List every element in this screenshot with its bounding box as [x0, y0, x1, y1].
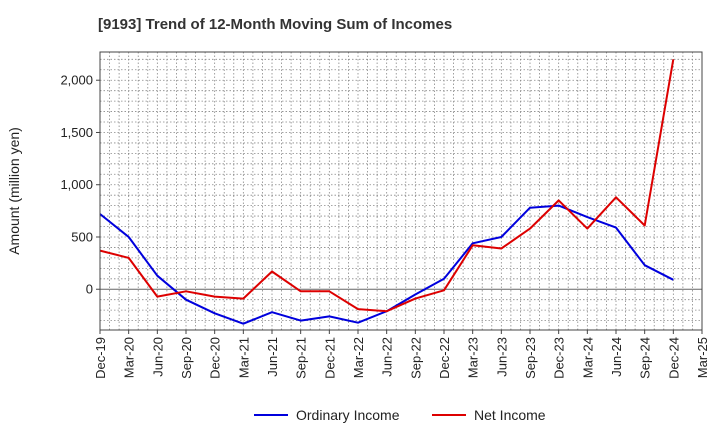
x-tick-label: Mar-20 — [122, 337, 137, 378]
x-tick-label: Dec-20 — [208, 337, 223, 379]
gridlines — [99, 52, 703, 330]
series-line-net-income — [99, 59, 675, 313]
x-tick-label: Mar-24 — [580, 337, 595, 378]
x-tick-label: Sep-20 — [179, 337, 194, 379]
y-axis-title: Amount (million yen) — [6, 127, 22, 255]
y-tick-label: 500 — [71, 229, 93, 244]
x-tick-label: Dec-21 — [322, 337, 337, 379]
legend-label: Ordinary Income — [296, 407, 400, 423]
x-tick-label: Jun-23 — [494, 337, 509, 377]
plot-area — [100, 52, 702, 330]
y-tick-label: 0 — [86, 282, 93, 297]
series-lines — [99, 59, 675, 325]
plot-border — [99, 51, 703, 331]
legend: Ordinary Income Net Income — [254, 407, 546, 423]
x-tick-label: Dec-19 — [93, 337, 108, 379]
plot-background — [100, 52, 702, 330]
y-tick-label: 1,500 — [60, 125, 93, 140]
x-tick-label: Dec-23 — [552, 337, 567, 379]
x-tick-label: Sep-23 — [523, 337, 538, 379]
x-tick-label: Jun-21 — [265, 337, 280, 377]
x-tick-label: Mar-22 — [351, 337, 366, 378]
x-tick-label: Jun-24 — [609, 337, 624, 377]
x-tick-label: Dec-22 — [437, 337, 452, 379]
x-tick-label: Jun-20 — [150, 337, 165, 377]
x-tick-label: Mar-21 — [236, 337, 251, 378]
x-tick-label: Mar-25 — [695, 337, 710, 378]
x-tick-label: Dec-24 — [666, 337, 681, 379]
chart-title: [9193] Trend of 12-Month Moving Sum of I… — [98, 16, 453, 33]
x-tick-label: Sep-21 — [294, 337, 309, 379]
y-tick-label: 1,000 — [60, 177, 93, 192]
x-tick-label: Sep-24 — [638, 337, 653, 379]
x-tick-label: Jun-22 — [380, 337, 395, 377]
axes: 0 500 1,000 1,500 2,000 Dec-19 Mar-20 Jun-20 Sep… — [6, 51, 710, 379]
x-tick-label: Mar-23 — [466, 337, 481, 378]
x-tick-label: Sep-22 — [408, 337, 423, 379]
legend-label: Net Income — [474, 407, 546, 423]
y-tick-label: 2,000 — [60, 73, 93, 88]
